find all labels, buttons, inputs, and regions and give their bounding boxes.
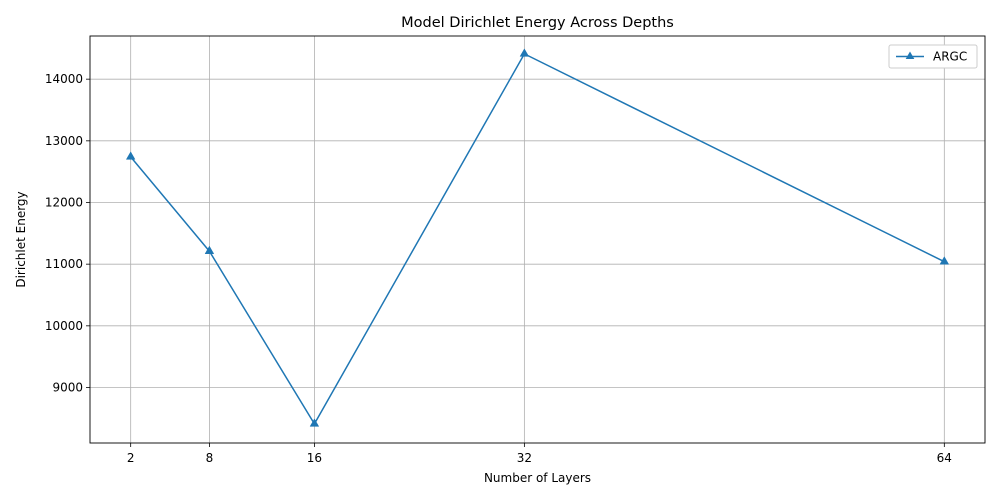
x-tick-label: 64 (937, 451, 952, 465)
legend-box (888, 44, 978, 69)
y-tick-label: 12000 (45, 196, 83, 210)
series-layer (125, 48, 950, 427)
y-axis-label: Dirichlet Energy (14, 191, 28, 287)
y-tick-label: 13000 (45, 134, 83, 148)
y-tick-label: 9000 (52, 381, 83, 395)
grid (90, 36, 985, 443)
x-tick-label: 8 (206, 451, 214, 465)
x-axis-ticks: 2 8 16 32 64 (127, 443, 952, 465)
axes (89, 35, 986, 444)
data-point-marker (519, 48, 530, 57)
x-tick-label: 32 (517, 451, 532, 465)
y-tick-label: 11000 (45, 257, 83, 271)
y-axis-ticks: 9000 10000 11000 12000 13000 14000 (45, 72, 90, 395)
series-line-argc (130, 53, 945, 425)
x-tick-label: 16 (307, 451, 322, 465)
y-tick-label: 14000 (45, 72, 83, 86)
legend-label-argc: ARGC (933, 50, 967, 64)
data-point-marker (125, 151, 136, 160)
y-tick-label: 10000 (45, 319, 83, 333)
x-tick-label: 2 (127, 451, 135, 465)
plot-frame (89, 35, 986, 444)
legend: ARGC (888, 44, 978, 69)
chart-title: Model Dirichlet Energy Across Depths (401, 15, 674, 31)
x-axis-label: Number of Layers (484, 471, 591, 485)
data-point-marker (309, 418, 320, 427)
data-point-marker (939, 256, 950, 265)
legend-marker-triangle (905, 51, 915, 59)
data-point-marker (204, 245, 215, 254)
